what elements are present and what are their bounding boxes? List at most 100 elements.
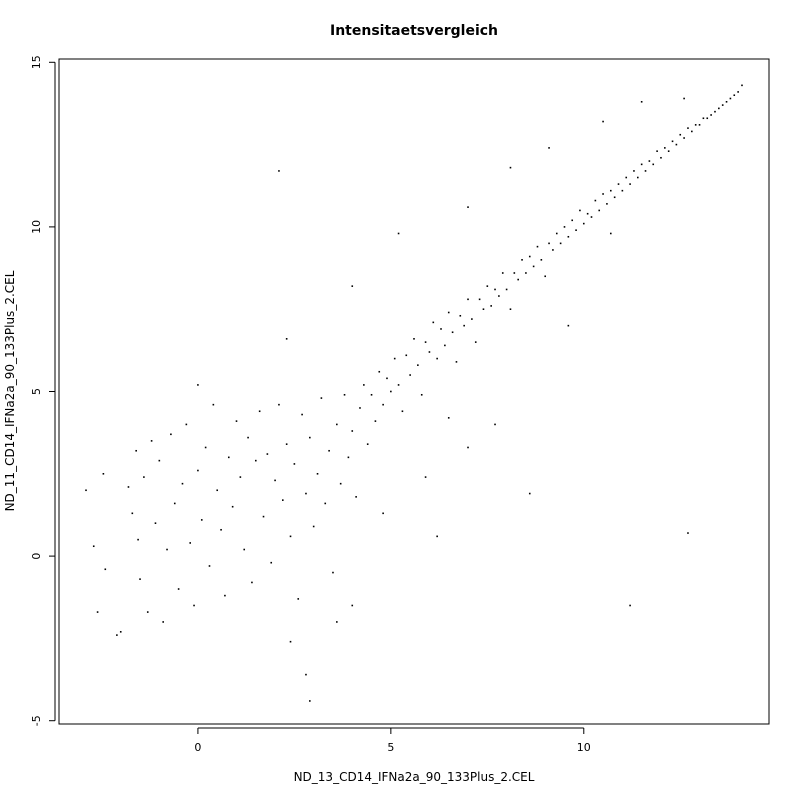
data-point — [598, 209, 601, 212]
data-point — [347, 456, 350, 459]
data-point — [555, 232, 558, 235]
data-point — [289, 535, 292, 538]
data-point — [409, 374, 411, 376]
data-point — [467, 298, 469, 301]
data-point — [725, 101, 728, 103]
data-point — [471, 318, 473, 320]
data-point — [548, 147, 550, 149]
data-point — [413, 338, 415, 340]
data-point — [320, 397, 323, 399]
data-point — [567, 235, 570, 238]
data-point — [729, 97, 732, 100]
data-point — [274, 479, 276, 482]
data-point — [590, 216, 593, 218]
data-point — [119, 631, 122, 633]
data-point — [289, 640, 292, 643]
data-point — [617, 183, 620, 185]
data-point — [305, 673, 307, 676]
data-point — [509, 308, 512, 310]
data-point — [606, 203, 608, 205]
x-axis-label: ND_13_CD14_IFNa2a_90_133Plus_2.CEL — [294, 770, 535, 784]
data-point — [227, 456, 230, 459]
data-point — [235, 420, 238, 422]
data-point — [594, 199, 597, 202]
data-point — [305, 492, 307, 495]
data-point — [351, 604, 354, 607]
data-point — [540, 259, 543, 261]
data-point — [625, 176, 628, 179]
y-tick-label: 5 — [30, 388, 43, 395]
data-point — [687, 532, 689, 534]
data-point — [316, 473, 319, 475]
data-point — [567, 324, 570, 327]
data-point — [154, 522, 157, 524]
chart-title: Intensitaetsvergleich — [330, 23, 498, 39]
data-point — [451, 331, 454, 334]
data-point — [521, 259, 523, 261]
data-point — [447, 417, 450, 419]
data-point — [378, 370, 381, 373]
data-point — [363, 384, 365, 386]
data-point — [633, 170, 635, 172]
data-point — [432, 321, 435, 324]
data-point — [417, 364, 419, 366]
data-point — [301, 413, 303, 416]
data-point — [440, 328, 442, 330]
data-point — [559, 242, 562, 245]
data-point — [609, 232, 612, 235]
data-point — [351, 430, 354, 432]
data-point — [698, 124, 701, 126]
data-point — [721, 104, 724, 106]
data-point — [528, 255, 531, 258]
data-point — [397, 384, 400, 386]
data-point — [644, 170, 647, 172]
x-tick-label: 10 — [577, 741, 591, 754]
data-point — [505, 288, 508, 291]
data-point — [579, 209, 581, 212]
data-point — [513, 272, 516, 274]
data-point — [220, 528, 222, 531]
data-point — [166, 548, 168, 551]
data-point — [536, 245, 539, 248]
data-point — [683, 97, 685, 100]
data-point — [706, 117, 709, 120]
data-point — [517, 278, 519, 281]
data-point — [355, 496, 357, 498]
data-point — [447, 311, 450, 314]
data-point — [173, 502, 176, 505]
data-point — [494, 288, 496, 291]
data-point — [282, 499, 284, 501]
data-point — [652, 163, 655, 166]
data-point — [351, 285, 354, 287]
data-point — [474, 341, 477, 343]
data-point — [309, 700, 311, 702]
data-point — [679, 133, 682, 136]
data-point — [370, 393, 373, 396]
data-point — [359, 407, 361, 409]
data-point — [336, 621, 338, 623]
data-point — [102, 473, 105, 475]
data-point — [575, 229, 577, 231]
data-point — [170, 433, 172, 436]
data-point — [116, 634, 118, 636]
data-point — [528, 492, 531, 495]
data-point — [177, 588, 180, 590]
data-point — [532, 265, 535, 268]
data-point — [629, 604, 631, 607]
data-point — [382, 512, 384, 515]
data-point — [683, 137, 685, 139]
data-point — [266, 453, 269, 455]
data-point — [494, 423, 496, 426]
data-point — [459, 314, 462, 317]
data-point — [143, 476, 145, 478]
data-point — [231, 505, 234, 508]
data-point — [162, 621, 164, 623]
y-tick-label: -5 — [30, 715, 43, 726]
data-point — [293, 463, 296, 465]
data-point — [455, 361, 458, 363]
data-point — [208, 565, 211, 567]
y-axis-label: ND_11_CD14_IFNa2a_90_133Plus_2.CEL — [3, 270, 17, 511]
data-point — [490, 305, 492, 307]
data-point — [85, 489, 87, 492]
data-point — [482, 308, 485, 310]
